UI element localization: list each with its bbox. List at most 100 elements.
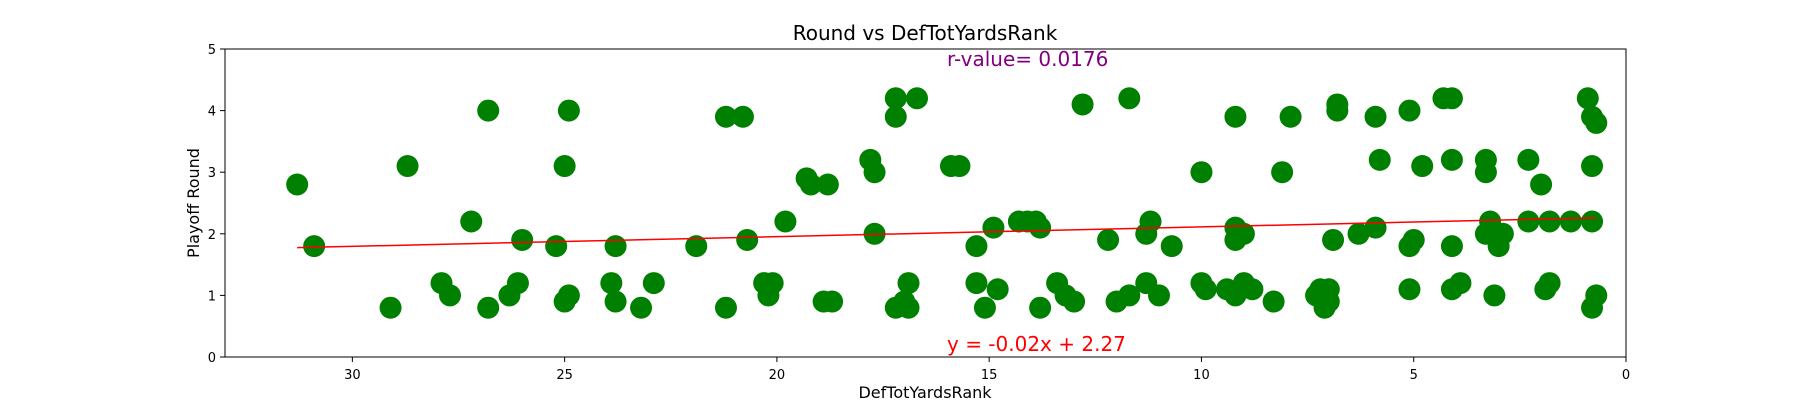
data-point xyxy=(1097,228,1120,251)
data-point xyxy=(1029,296,1052,319)
data-point xyxy=(1402,228,1425,251)
data-point xyxy=(685,235,708,258)
data-point xyxy=(1449,272,1472,295)
data-point xyxy=(1071,93,1094,116)
data-point xyxy=(906,87,929,110)
data-point xyxy=(1411,155,1434,178)
x-tick-label: 30 xyxy=(344,368,361,383)
data-point xyxy=(460,210,483,233)
x-axis-label: DefTotYardsRank xyxy=(858,383,992,400)
data-point xyxy=(545,235,568,258)
data-point xyxy=(1063,290,1086,313)
data-point xyxy=(816,173,839,196)
data-point xyxy=(1368,148,1391,171)
plot-frame xyxy=(224,48,1627,358)
data-point xyxy=(799,173,822,196)
data-point xyxy=(396,155,419,178)
data-point xyxy=(1160,235,1183,258)
x-tick-label: 25 xyxy=(556,368,573,383)
data-point xyxy=(557,99,580,122)
data-point xyxy=(1262,290,1285,313)
data-point xyxy=(1118,87,1141,110)
data-point xyxy=(1347,222,1370,245)
data-point xyxy=(477,99,500,122)
data-point xyxy=(1194,278,1217,301)
data-point xyxy=(1585,284,1608,307)
data-point xyxy=(774,210,797,233)
data-point xyxy=(1317,290,1340,313)
data-point xyxy=(714,105,737,128)
data-point xyxy=(1440,235,1463,258)
data-point xyxy=(553,155,576,178)
data-point xyxy=(1474,161,1497,184)
data-point xyxy=(986,278,1009,301)
points-layer xyxy=(286,87,1608,319)
data-point xyxy=(1538,272,1561,295)
x-tick-label: 15 xyxy=(981,368,998,383)
y-axis-label: Playoff Round xyxy=(184,148,203,258)
data-point xyxy=(1538,210,1561,233)
y-tick-label: 3 xyxy=(208,166,216,181)
data-point xyxy=(897,296,920,319)
x-tick-label: 10 xyxy=(1193,368,1210,383)
data-point xyxy=(1581,155,1604,178)
regression-line-layer xyxy=(297,217,1597,249)
data-point xyxy=(477,296,500,319)
data-point xyxy=(1517,148,1540,171)
data-point xyxy=(1322,228,1345,251)
y-tick-label: 0 xyxy=(208,351,216,366)
data-point xyxy=(965,235,988,258)
data-point xyxy=(948,155,971,178)
data-point xyxy=(1440,148,1463,171)
data-point xyxy=(511,228,534,251)
data-point xyxy=(1139,210,1162,233)
data-point xyxy=(379,296,402,319)
data-point xyxy=(1148,284,1170,307)
data-point xyxy=(1232,222,1255,245)
y-axis-ticks: 0 1 2 3 4 5 xyxy=(208,43,225,366)
data-point xyxy=(761,272,784,295)
data-point xyxy=(884,105,907,128)
data-point xyxy=(1029,216,1052,239)
data-point xyxy=(1271,161,1294,184)
data-point xyxy=(897,272,920,295)
data-point xyxy=(1241,278,1264,301)
data-point xyxy=(642,272,665,295)
data-point xyxy=(604,290,627,313)
data-point xyxy=(1559,210,1582,233)
data-point xyxy=(714,296,737,319)
regression-line xyxy=(297,217,1597,249)
y-tick-label: 2 xyxy=(208,228,216,243)
data-point xyxy=(1576,87,1599,110)
x-tick-label: 20 xyxy=(769,368,786,383)
data-point xyxy=(884,87,907,110)
y-tick-label: 5 xyxy=(208,43,216,58)
data-point xyxy=(1279,105,1302,128)
data-point xyxy=(1224,105,1247,128)
data-point xyxy=(1530,173,1553,196)
data-point xyxy=(731,105,754,128)
data-point xyxy=(821,290,844,313)
chart-title: Round vs DefTotYardsRank xyxy=(793,21,1058,45)
data-point xyxy=(973,296,996,319)
data-point xyxy=(863,161,886,184)
data-point xyxy=(1398,99,1421,122)
data-point xyxy=(982,216,1005,239)
data-point xyxy=(1483,284,1506,307)
data-point xyxy=(303,235,326,258)
x-axis-ticks: 30 25 20 15 10 5 0 xyxy=(344,357,1630,383)
y-tick-label: 4 xyxy=(208,105,216,120)
data-point xyxy=(736,228,759,251)
x-tick-label: 5 xyxy=(1410,368,1418,383)
data-point xyxy=(630,296,653,319)
data-point xyxy=(1190,161,1213,184)
data-point xyxy=(1364,105,1387,128)
data-point xyxy=(1517,210,1540,233)
data-point xyxy=(1118,284,1141,307)
data-point xyxy=(1581,210,1604,233)
data-point xyxy=(1585,111,1608,134)
data-point xyxy=(600,272,623,295)
data-point xyxy=(1491,222,1514,245)
data-point xyxy=(286,173,309,196)
